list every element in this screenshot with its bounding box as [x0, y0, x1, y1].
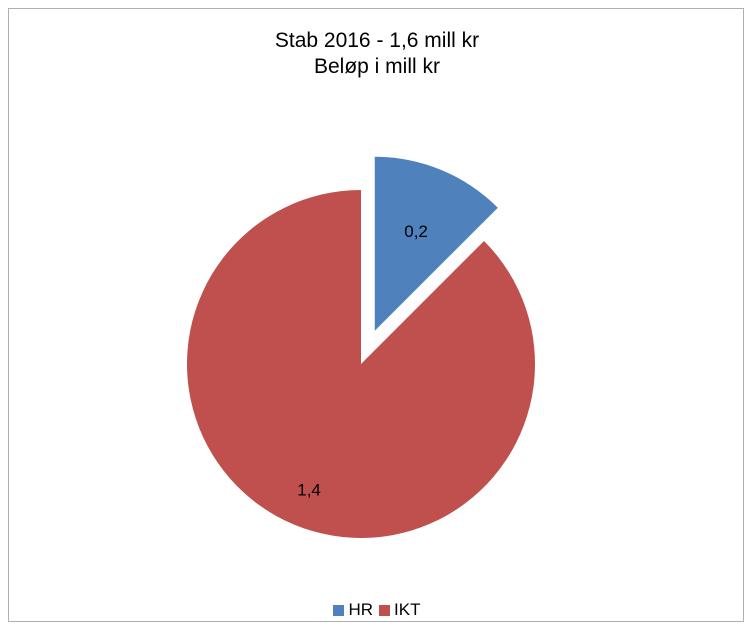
data-label-hr: 0,2 [404, 222, 428, 241]
legend-item-hr: HR [333, 600, 373, 620]
legend-label-hr: HR [348, 600, 374, 619]
legend-swatch-hr [333, 604, 345, 616]
legend-swatch-ikt [379, 604, 391, 616]
pie-slice-ikt [186, 190, 535, 539]
chart-title: Stab 2016 - 1,6 mill kr [274, 29, 480, 52]
chart-legend: HR IKT [0, 600, 754, 621]
pie-slice-hr [374, 156, 498, 331]
legend-label-ikt: IKT [394, 600, 421, 619]
chart-subtitle: Beløp i mill kr [313, 55, 440, 78]
chart-title-block: Stab 2016 - 1,6 mill kr Beløp i mill kr [0, 28, 754, 80]
data-label-ikt: 1,4 [297, 480, 321, 499]
legend-item-ikt: IKT [379, 600, 421, 620]
